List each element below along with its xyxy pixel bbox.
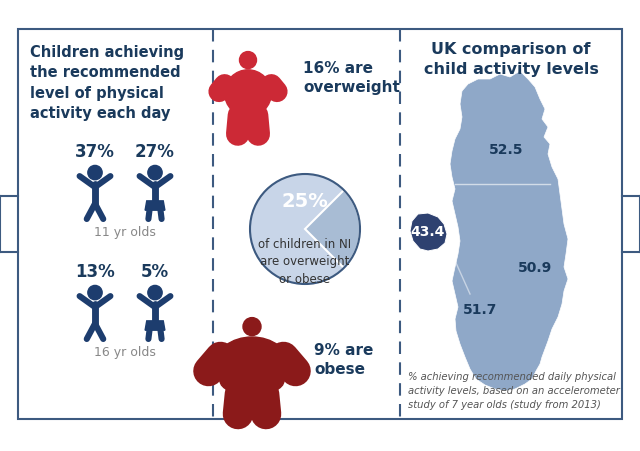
Text: 43.4: 43.4 (411, 225, 445, 239)
Text: 51.7: 51.7 (463, 302, 497, 316)
FancyBboxPatch shape (18, 30, 622, 419)
Text: 50.9: 50.9 (518, 260, 552, 274)
Ellipse shape (225, 71, 271, 117)
Wedge shape (305, 191, 360, 268)
Text: % achieving recommended daily physical
activity levels, based on an acceleromete: % achieving recommended daily physical a… (408, 371, 620, 409)
Text: 27%: 27% (135, 143, 175, 161)
Polygon shape (410, 213, 447, 252)
Circle shape (243, 318, 261, 336)
Ellipse shape (214, 337, 289, 395)
Polygon shape (145, 202, 165, 211)
Circle shape (148, 286, 162, 300)
Text: of children in NI
are overweight
or obese: of children in NI are overweight or obes… (259, 238, 351, 285)
Text: UK comparison of
child activity levels: UK comparison of child activity levels (424, 42, 598, 77)
Circle shape (88, 166, 102, 180)
Polygon shape (450, 72, 568, 391)
Text: 52.5: 52.5 (489, 143, 524, 156)
Circle shape (88, 286, 102, 300)
Text: 9% are
obese: 9% are obese (314, 342, 373, 376)
Circle shape (250, 175, 360, 285)
Circle shape (148, 166, 162, 180)
Text: Children achieving
the recommended
level of physical
activity each day: Children achieving the recommended level… (30, 45, 184, 121)
Text: 37%: 37% (75, 143, 115, 161)
Ellipse shape (220, 367, 284, 395)
Circle shape (239, 52, 257, 69)
Text: 16% are
overweight: 16% are overweight (303, 61, 400, 95)
Polygon shape (145, 321, 165, 331)
Text: 16 yr olds: 16 yr olds (94, 345, 156, 358)
Text: 11 yr olds: 11 yr olds (94, 226, 156, 239)
Text: 25%: 25% (282, 192, 328, 211)
Text: 5%: 5% (141, 262, 169, 281)
Text: 13%: 13% (75, 262, 115, 281)
